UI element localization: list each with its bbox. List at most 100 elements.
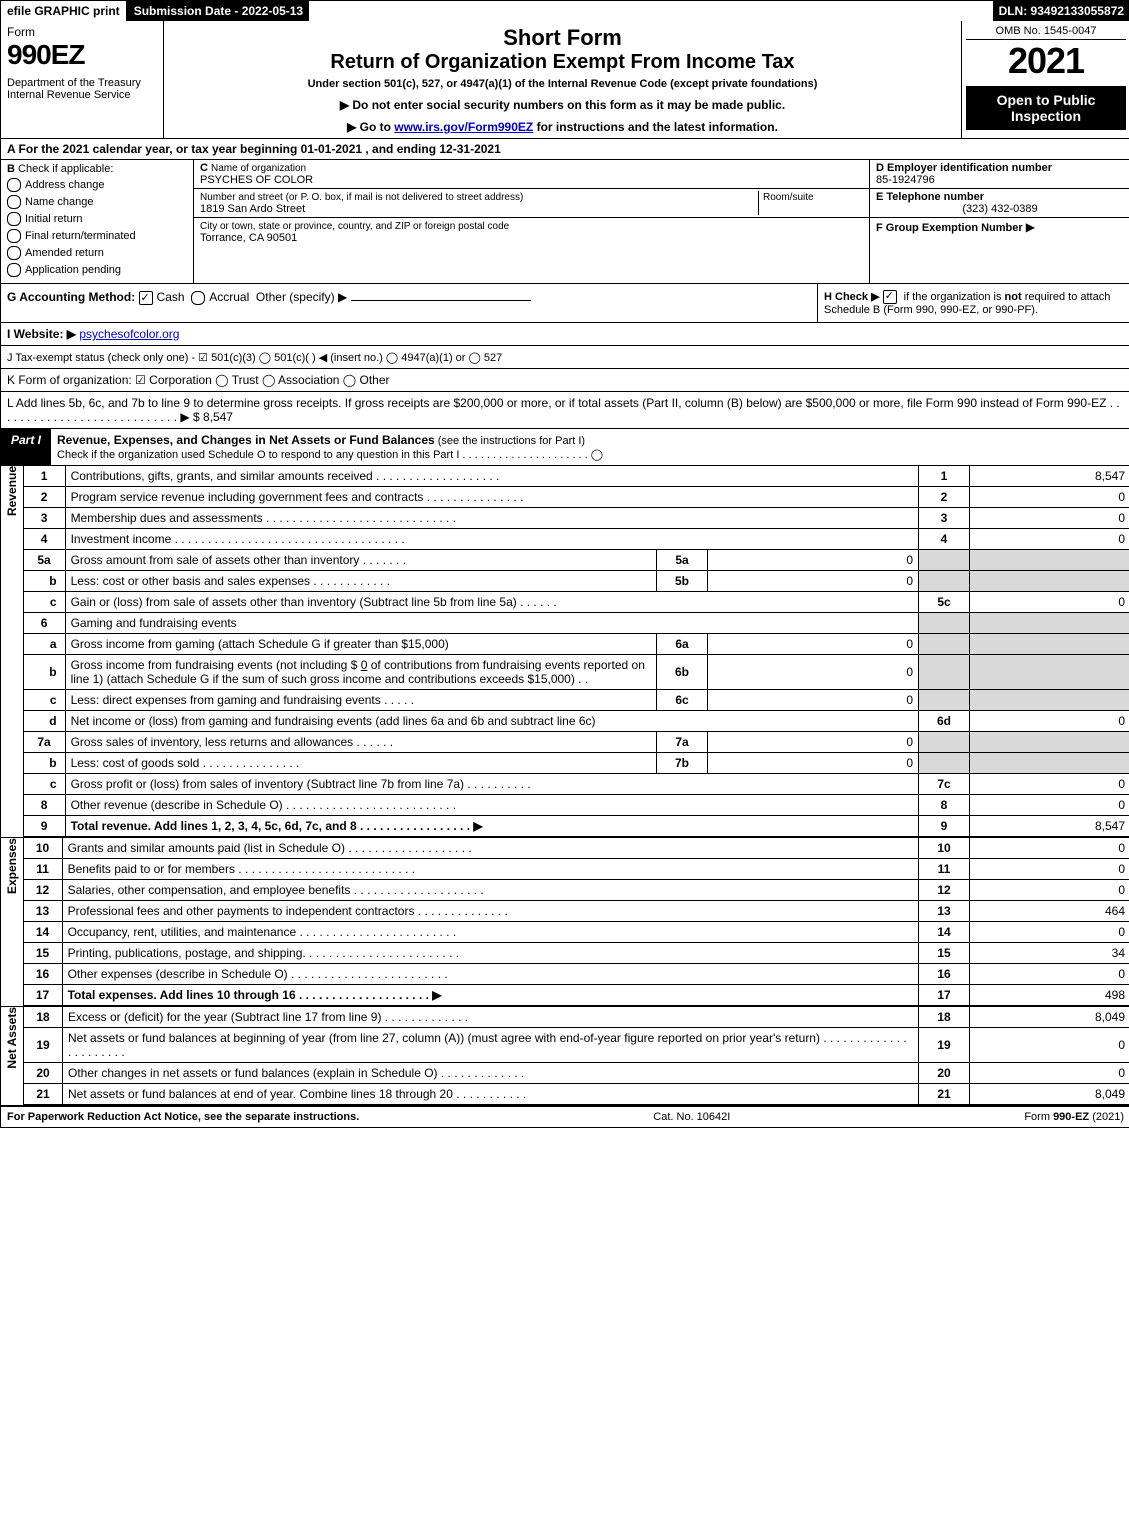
- l6d-r: 6d: [919, 711, 970, 732]
- line-12: 12Salaries, other compensation, and empl…: [24, 880, 1129, 901]
- cb-accrual[interactable]: [191, 291, 205, 305]
- l6c-mv: 0: [708, 690, 919, 711]
- header-center: Short Form Return of Organization Exempt…: [164, 21, 962, 138]
- form-number: 990EZ: [7, 39, 157, 71]
- l8-r: 8: [919, 795, 970, 816]
- f-group: F Group Exemption Number ▶: [870, 218, 1129, 236]
- line-5c: cGain or (loss) from sale of assets othe…: [24, 592, 1129, 613]
- line-20: 20Other changes in net assets or fund ba…: [24, 1063, 1129, 1084]
- l17-desc-text: Total expenses. Add lines 10 through 16 …: [68, 988, 442, 1002]
- footer-right-bold: 990-EZ: [1053, 1111, 1089, 1123]
- goto-pre: ▶ Go to: [347, 120, 394, 134]
- l5b-ml: 5b: [657, 571, 708, 592]
- cb-cash[interactable]: [139, 291, 153, 305]
- goto: ▶ Go to www.irs.gov/Form990EZ for instru…: [170, 120, 955, 134]
- l11-r: 11: [919, 859, 970, 880]
- l6-desc: Gaming and fundraising events: [65, 613, 918, 634]
- short-form: Short Form: [170, 25, 955, 51]
- cb-final-return[interactable]: Final return/terminated: [7, 229, 187, 243]
- goto-link[interactable]: www.irs.gov/Form990EZ: [394, 120, 533, 134]
- addr-cell: Number and street (or P. O. box, if mail…: [194, 189, 869, 218]
- l17-r: 17: [919, 985, 970, 1006]
- h-mid: if the organization is: [904, 291, 1005, 303]
- l12-v: 0: [970, 880, 1129, 901]
- l8-desc: Other revenue (describe in Schedule O) .…: [65, 795, 918, 816]
- cb-name-change-label: Name change: [25, 196, 94, 208]
- l5b-shade2: [970, 571, 1129, 592]
- cb-amended-return[interactable]: Amended return: [7, 246, 187, 260]
- open-to-public: Open to Public Inspection: [966, 86, 1126, 130]
- top-bar: efile GRAPHIC print Submission Date - 20…: [1, 1, 1129, 21]
- l5a-shade1: [919, 550, 970, 571]
- revenue-tab: Revenue: [1, 466, 24, 837]
- d-label: D Employer identification number: [876, 162, 1052, 174]
- l5a-ml: 5a: [657, 550, 708, 571]
- efile-print[interactable]: efile GRAPHIC print: [1, 1, 128, 21]
- cb-address-change[interactable]: Address change: [7, 178, 187, 192]
- other-specify-line[interactable]: [351, 300, 531, 301]
- accrual-label: Accrual: [209, 290, 249, 304]
- l2-r: 2: [919, 487, 970, 508]
- form-990ez: efile GRAPHIC print Submission Date - 20…: [0, 0, 1129, 1128]
- part-i-sub: Check if the organization used Schedule …: [57, 449, 603, 461]
- line-14: 14Occupancy, rent, utilities, and mainte…: [24, 922, 1129, 943]
- l7a-desc: Gross sales of inventory, less returns a…: [65, 732, 656, 753]
- expenses-block: Expenses 10Grants and similar amounts pa…: [1, 838, 1129, 1007]
- cb-application-pending[interactable]: Application pending: [7, 263, 187, 277]
- l4-v: 0: [970, 529, 1129, 550]
- row-j: J Tax-exempt status (check only one) - ☑…: [1, 346, 1129, 369]
- city-hint: City or town, state or province, country…: [200, 221, 509, 232]
- line-3: 3Membership dues and assessments . . . .…: [24, 508, 1129, 529]
- l17-v: 498: [970, 985, 1129, 1006]
- col-def: D Employer identification number 85-1924…: [870, 160, 1129, 283]
- l6-shade1: [919, 613, 970, 634]
- l6b-desc: Gross income from fundraising events (no…: [65, 655, 656, 690]
- l6b-ml: 6b: [657, 655, 708, 690]
- l10-v: 0: [970, 838, 1129, 859]
- l7b-mv: 0: [708, 753, 919, 774]
- row-k: K Form of organization: ☑ Corporation ◯ …: [1, 369, 1129, 392]
- org-city: Torrance, CA 90501: [200, 232, 297, 244]
- l7a-mv: 0: [708, 732, 919, 753]
- f-arrow-icon: ▶: [1026, 220, 1035, 234]
- cb-schedule-b[interactable]: [883, 290, 897, 304]
- form-title: Return of Organization Exempt From Incom…: [170, 51, 955, 74]
- netassets-table: 18Excess or (deficit) for the year (Subt…: [24, 1007, 1129, 1105]
- org-name: PSYCHES OF COLOR: [200, 174, 313, 186]
- b-label: B: [7, 163, 15, 175]
- l2-v: 0: [970, 487, 1129, 508]
- l19-desc: Net assets or fund balances at beginning…: [63, 1028, 919, 1063]
- l4-num: 4: [24, 529, 66, 550]
- website-link[interactable]: psychesofcolor.org: [79, 327, 179, 341]
- j-text: J Tax-exempt status (check only one) - ☑…: [7, 352, 502, 364]
- cb-initial-return-label: Initial return: [25, 213, 82, 225]
- l3-v: 0: [970, 508, 1129, 529]
- h-pre: H Check ▶: [824, 291, 883, 303]
- l6d-desc: Net income or (loss) from gaming and fun…: [65, 711, 918, 732]
- l9-desc-text: Total revenue. Add lines 1, 2, 3, 4, 5c,…: [71, 819, 483, 833]
- l14-num: 14: [24, 922, 63, 943]
- line-2: 2Program service revenue including gover…: [24, 487, 1129, 508]
- l5c-desc: Gain or (loss) from sale of assets other…: [65, 592, 918, 613]
- l4-desc: Investment income . . . . . . . . . . . …: [65, 529, 918, 550]
- l19-num: 19: [24, 1028, 63, 1063]
- l9-num: 9: [24, 816, 66, 837]
- cb-name-change[interactable]: Name change: [7, 195, 187, 209]
- ein: 85-1924796: [876, 174, 935, 186]
- l7a-shade2: [970, 732, 1129, 753]
- line-5a: 5aGross amount from sale of assets other…: [24, 550, 1129, 571]
- line-21: 21Net assets or fund balances at end of …: [24, 1084, 1129, 1105]
- line-9: 9 Total revenue. Add lines 1, 2, 3, 4, 5c…: [24, 816, 1129, 837]
- l6a-desc: Gross income from gaming (attach Schedul…: [65, 634, 656, 655]
- c-label: C: [200, 162, 208, 174]
- l6-num: 6: [24, 613, 66, 634]
- section-bcdef: B Check if applicable: Address change Na…: [1, 160, 1129, 284]
- l6d-num: d: [24, 711, 66, 732]
- line-10: 10Grants and similar amounts paid (list …: [24, 838, 1129, 859]
- l10-r: 10: [919, 838, 970, 859]
- cb-initial-return[interactable]: Initial return: [7, 212, 187, 226]
- line-17: 17 Total expenses. Add lines 10 through 1…: [24, 985, 1129, 1006]
- l5b-shade1: [919, 571, 970, 592]
- l5a-num: 5a: [24, 550, 66, 571]
- l6b-d1: Gross income from fundraising events (no…: [71, 658, 361, 672]
